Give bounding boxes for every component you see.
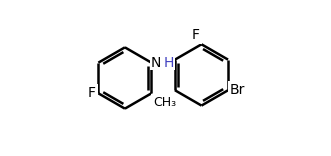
Text: F: F <box>192 28 200 42</box>
Text: N: N <box>150 56 161 70</box>
Text: F: F <box>88 86 96 100</box>
Text: CH₃: CH₃ <box>153 96 176 109</box>
Text: Br: Br <box>230 83 245 97</box>
Text: H: H <box>164 56 174 70</box>
